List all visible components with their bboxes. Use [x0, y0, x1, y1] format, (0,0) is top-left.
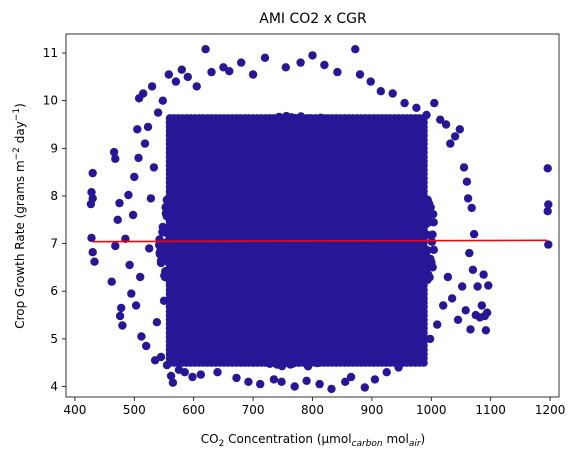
data-point	[158, 222, 167, 232]
data-point	[156, 258, 166, 268]
data-point	[157, 238, 166, 248]
data-point	[425, 273, 434, 282]
data-point	[427, 237, 437, 246]
data-point	[429, 210, 438, 219]
data-point	[429, 245, 438, 254]
points-layer	[86, 45, 553, 394]
data-point	[429, 218, 438, 227]
data-point	[427, 258, 436, 267]
data-point	[428, 230, 437, 239]
